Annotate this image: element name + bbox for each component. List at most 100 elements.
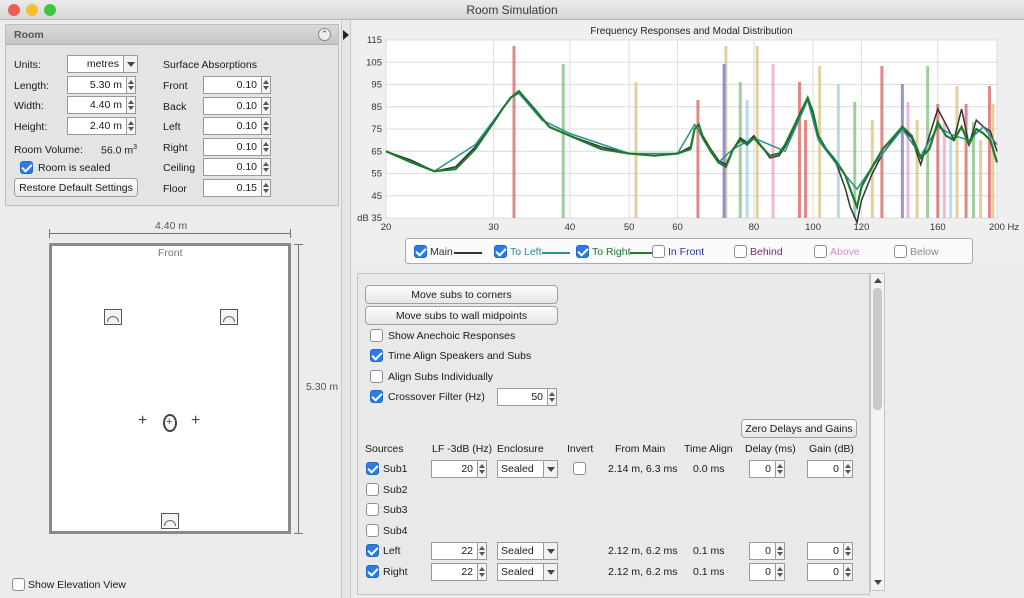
legend-in-front-checkbox[interactable] xyxy=(652,245,665,258)
width-field[interactable]: 4.40 m xyxy=(67,96,127,114)
zero-delays-button[interactable]: Zero Delays and Gains xyxy=(741,419,857,438)
panel-splitter[interactable] xyxy=(341,20,351,598)
modal-bar xyxy=(949,140,953,218)
source-sub1-gain-stepper[interactable] xyxy=(844,460,853,478)
modal-bar xyxy=(906,102,910,218)
legend-to-right-checkbox[interactable] xyxy=(576,245,589,258)
absorption-stepper-ceiling[interactable] xyxy=(262,158,271,177)
source-left-delay-stepper[interactable] xyxy=(776,542,785,561)
source-left-lf-stepper[interactable] xyxy=(478,542,487,561)
height-field[interactable]: 2.40 m xyxy=(67,117,127,135)
left-speaker-icon[interactable] xyxy=(104,309,122,325)
modal-bar xyxy=(964,104,968,218)
units-select[interactable]: metres xyxy=(67,55,138,73)
front-wall-label: Front xyxy=(158,247,183,259)
absorption-stepper-back[interactable] xyxy=(262,96,271,115)
legend-to-right-swatch xyxy=(630,252,658,254)
minimize-window-icon[interactable] xyxy=(26,4,38,16)
length-stepper[interactable] xyxy=(127,76,136,94)
source-right-checkbox[interactable] xyxy=(366,565,379,578)
room-sealed-label: Room is sealed xyxy=(38,162,111,174)
source-sub1-lf-stepper[interactable] xyxy=(478,460,487,478)
absorption-field-left[interactable]: 0.10 xyxy=(203,117,262,136)
source-right-gain-field[interactable]: 0 xyxy=(807,563,844,581)
source-sub1-gain-field[interactable]: 0 xyxy=(807,460,844,478)
right-speaker-icon[interactable] xyxy=(220,309,238,325)
legend-main-label: Main xyxy=(430,246,453,258)
legend-to-left-checkbox[interactable] xyxy=(494,245,507,258)
source-right-delay-field[interactable]: 0 xyxy=(749,563,776,581)
elevation-view-checkbox[interactable] xyxy=(12,578,25,591)
splitter-arrow-icon[interactable] xyxy=(343,30,349,40)
anechoic-label: Show Anechoic Responses xyxy=(388,330,516,342)
legend-behind-checkbox[interactable] xyxy=(734,245,747,258)
source-right-enclosure-select[interactable]: Sealed xyxy=(497,563,558,581)
absorption-stepper-front[interactable] xyxy=(262,76,271,94)
absorption-field-floor[interactable]: 0.15 xyxy=(203,179,262,197)
absorption-stepper-right[interactable] xyxy=(262,137,271,156)
absorption-field-front[interactable]: 0.10 xyxy=(203,76,262,94)
absorption-stepper-left[interactable] xyxy=(262,117,271,136)
height-stepper[interactable] xyxy=(127,117,136,135)
source-right-gain-stepper[interactable] xyxy=(844,563,853,581)
x-tick-label: 50 xyxy=(624,222,635,233)
close-window-icon[interactable] xyxy=(8,4,20,16)
source-left-checkbox[interactable] xyxy=(366,544,379,558)
scrollbar-thumb[interactable] xyxy=(873,288,882,410)
modal-bar xyxy=(755,46,759,218)
room-sealed-checkbox[interactable] xyxy=(20,161,33,174)
source-sub1-delay-stepper[interactable] xyxy=(776,460,785,478)
collapse-icon[interactable]: ⌃ xyxy=(318,28,331,41)
sub1-speaker-icon[interactable] xyxy=(161,513,179,529)
absorption-field-right[interactable]: 0.10 xyxy=(203,137,262,156)
source-right-delay-stepper[interactable] xyxy=(776,563,785,581)
source-left-enclosure-select[interactable]: Sealed xyxy=(497,542,558,561)
move-subs-corners-button[interactable]: Move subs to corners xyxy=(365,285,558,304)
legend-main-checkbox[interactable] xyxy=(414,245,427,258)
room-panel-header: Room ⌃ xyxy=(6,25,338,45)
x-tick-label: 100 xyxy=(805,222,821,233)
absorption-stepper-floor[interactable] xyxy=(262,179,271,197)
scroll-down-icon[interactable] xyxy=(874,580,882,585)
source-right-lf-field[interactable]: 22 xyxy=(431,563,478,581)
legend-above-checkbox[interactable] xyxy=(814,245,827,258)
scroll-up-icon[interactable] xyxy=(874,278,882,283)
restore-defaults-button[interactable]: Restore Default Settings xyxy=(14,178,138,197)
source-sub4-checkbox[interactable] xyxy=(366,523,379,537)
modal-bar xyxy=(634,82,638,218)
align-individually-checkbox[interactable] xyxy=(370,370,383,383)
anechoic-checkbox[interactable] xyxy=(370,329,383,342)
source-left-lf-field[interactable]: 22 xyxy=(431,542,478,561)
absorption-field-back[interactable]: 0.10 xyxy=(203,96,262,115)
width-stepper[interactable] xyxy=(127,96,136,114)
source-sub3-checkbox[interactable] xyxy=(366,503,379,517)
move-subs-midpoints-button[interactable]: Move subs to wall midpoints xyxy=(365,306,558,325)
absorption-label-floor: Floor xyxy=(163,183,187,195)
source-sub1-lf-field[interactable]: 20 xyxy=(431,460,478,478)
time-align-checkbox[interactable] xyxy=(370,349,383,362)
absorption-field-ceiling[interactable]: 0.10 xyxy=(203,158,262,177)
controls-scrollbar[interactable] xyxy=(870,273,885,591)
source-sub2-checkbox[interactable] xyxy=(366,482,379,496)
source-sub1-enclosure-select[interactable]: Sealed xyxy=(497,460,558,478)
source-left-gain-stepper[interactable] xyxy=(844,542,853,561)
source-right-lf-stepper[interactable] xyxy=(478,563,487,581)
length-field[interactable]: 5.30 m xyxy=(67,76,127,94)
room-width-dimension: 4.40 m xyxy=(155,220,188,232)
modal-bar xyxy=(853,102,857,218)
listener-position-icon[interactable] xyxy=(163,414,177,432)
source-sub1-delay-field[interactable]: 0 xyxy=(749,460,776,478)
source-left-gain-field[interactable]: 0 xyxy=(807,542,844,561)
source-sub1-invert-checkbox[interactable] xyxy=(573,462,586,475)
legend-below-checkbox[interactable] xyxy=(894,245,907,258)
source-left-delay-field[interactable]: 0 xyxy=(749,542,776,561)
zoom-window-icon[interactable] xyxy=(44,4,56,16)
modal-bar xyxy=(771,64,775,218)
room-floor[interactable] xyxy=(49,243,291,534)
source-sub1-checkbox[interactable] xyxy=(366,462,379,475)
crossover-checkbox[interactable] xyxy=(370,390,383,403)
crossover-field[interactable]: 50 xyxy=(497,388,548,406)
y-tick-label: dB 35 xyxy=(357,213,382,224)
source-sub1-time-align: 0.0 ms xyxy=(693,463,725,475)
crossover-stepper[interactable] xyxy=(548,388,557,406)
